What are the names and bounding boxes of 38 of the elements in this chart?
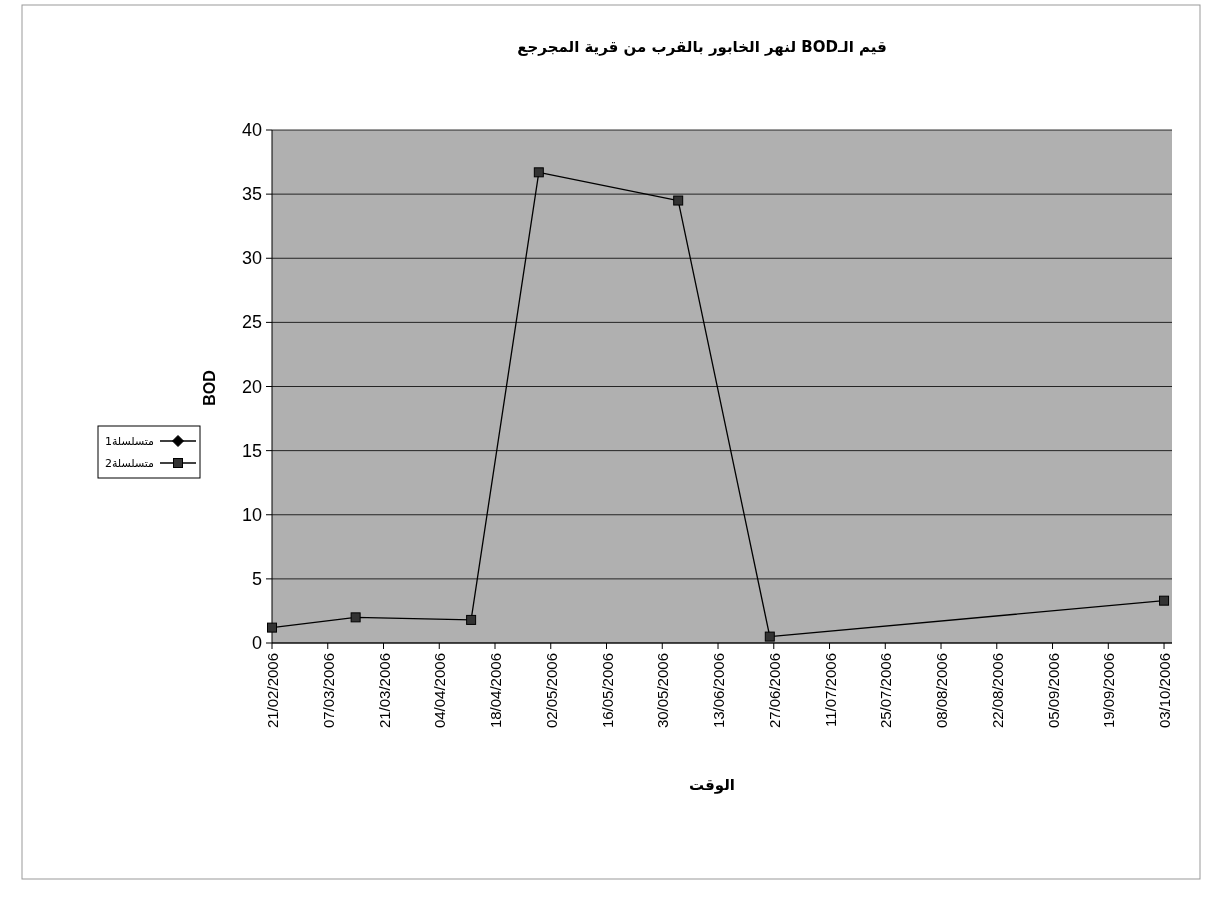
y-tick-label: 5	[251, 568, 262, 589]
y-tick-label: 10	[241, 504, 262, 525]
point	[673, 195, 684, 206]
x-tick-label: 30/05/2006	[654, 653, 672, 729]
x-tick-label: 21/02/2006	[264, 653, 281, 729]
y-tick-label: 15	[241, 440, 262, 461]
legend-label: متسلسلة2	[104, 457, 155, 470]
point	[1159, 595, 1170, 606]
point	[267, 622, 277, 633]
x-tick-label: 03/10/2006	[1156, 653, 1174, 729]
x-tick-label: 16/05/2006	[598, 653, 616, 729]
point	[466, 614, 477, 625]
y-tick-label: 40	[241, 120, 262, 140]
point	[533, 167, 544, 178]
x-tick-label: 18/04/2006	[487, 653, 505, 729]
y-axis-title: BOD	[201, 370, 218, 406]
y-tick-label: 35	[241, 184, 262, 205]
x-tick-label: 19/09/2006	[1100, 653, 1118, 729]
legend-label: متسلسلة1	[104, 435, 155, 448]
point	[350, 612, 361, 623]
point	[764, 631, 775, 642]
x-tick-label: 25/07/2006	[877, 653, 895, 729]
x-tick-label: 13/06/2006	[710, 653, 728, 729]
chart-title: قيم الـBOD لنهر الخابور بالقرب من قرية المجرجع	[517, 38, 887, 56]
y-tick-label: 20	[241, 376, 262, 397]
y-tick-label: 30	[241, 248, 262, 269]
x-tick-label: 08/08/2006	[933, 653, 951, 729]
x-tick-label: 05/09/2006	[1044, 653, 1062, 729]
x-tick-label: 11/07/2006	[821, 653, 839, 727]
y-tick-label: 25	[241, 312, 262, 333]
x-axis-title: الوقت	[689, 776, 735, 794]
x-tick-label: 22/08/2006	[988, 653, 1006, 729]
x-tick-label: 02/05/2006	[542, 653, 560, 729]
x-tick-label: 04/04/2006	[431, 653, 449, 729]
x-tick-label: 07/03/2006	[319, 653, 337, 729]
x-tick-label: 21/03/2006	[375, 653, 393, 729]
y-tick-label: 0	[251, 633, 262, 653]
x-tick-label: 27/06/2006	[765, 653, 783, 729]
